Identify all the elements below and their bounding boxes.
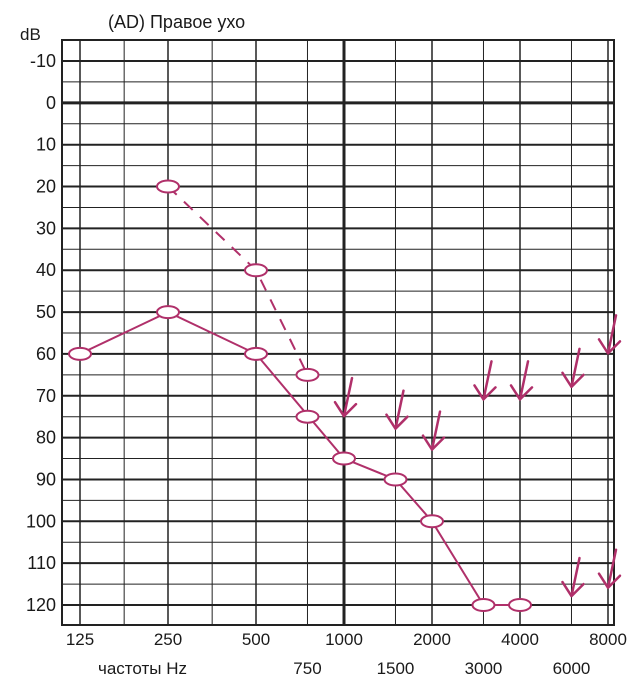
arrow-stroke xyxy=(385,389,409,430)
y-tick-label: 80 xyxy=(36,428,56,448)
data-point xyxy=(295,409,320,424)
y-axis-ticks: -10 0 10 20 30 40 50 60 70 80 90 100 110 120 xyxy=(26,51,56,615)
no-response-arrow xyxy=(597,314,622,355)
arrow-stroke xyxy=(597,548,622,589)
arrow-stroke xyxy=(561,556,585,598)
no-response-arrow xyxy=(509,360,534,401)
data-point xyxy=(68,346,92,361)
arrow-stroke xyxy=(561,347,585,389)
series-line-0 xyxy=(79,310,520,606)
y-tick-label: 20 xyxy=(36,177,56,197)
arrow-stroke xyxy=(509,360,534,401)
arrow-stroke xyxy=(473,360,497,401)
y-tick-label: 120 xyxy=(26,595,56,615)
x-tick-label: 125 xyxy=(66,630,94,649)
x-tick-label-mid: 750 xyxy=(293,659,321,678)
x-tick-label: 1000 xyxy=(325,630,363,649)
data-point xyxy=(471,598,496,612)
x-tick-label-mid: 3000 xyxy=(465,659,503,678)
x-tick-label: 500 xyxy=(242,630,270,649)
x-tick-label: 8000 xyxy=(589,630,627,649)
arrow-stroke xyxy=(421,410,446,451)
no-response-arrows xyxy=(333,314,622,598)
data-point xyxy=(383,472,408,487)
arrow-stroke xyxy=(333,376,358,418)
x-tick-label: 250 xyxy=(154,630,182,649)
no-response-arrow xyxy=(385,389,409,430)
y-tick-label: -10 xyxy=(30,51,56,71)
data-point xyxy=(332,451,356,466)
x-axis-ticks: 125 250 500 1000 2000 4000 8000 750 1500 3000 6000 xyxy=(66,630,627,678)
data-point xyxy=(156,179,180,194)
y-tick-label: 50 xyxy=(36,302,56,322)
y-axis-label: dB xyxy=(20,25,41,44)
y-tick-label: 90 xyxy=(36,469,56,489)
data-point xyxy=(420,514,444,529)
arrow-stroke xyxy=(597,314,622,355)
no-response-arrow xyxy=(561,556,585,598)
x-tick-label-mid: 6000 xyxy=(553,659,591,678)
data-point xyxy=(244,263,268,278)
grid xyxy=(61,39,615,626)
y-tick-label: 60 xyxy=(36,344,56,364)
no-response-arrow xyxy=(333,376,358,418)
chart-title: (AD) Правое ухо xyxy=(108,12,245,32)
y-tick-label: 30 xyxy=(36,218,56,238)
y-tick-label: 40 xyxy=(36,260,56,280)
series-line-1 xyxy=(167,185,309,376)
no-response-arrow xyxy=(597,548,622,589)
no-response-arrow xyxy=(473,360,497,401)
no-response-arrow xyxy=(561,347,585,389)
data-point xyxy=(295,367,320,382)
y-tick-label: 10 xyxy=(36,135,56,155)
y-tick-label: 70 xyxy=(36,386,56,406)
data-point xyxy=(508,598,532,612)
data-point xyxy=(244,346,268,361)
x-axis-label: частоты Hz xyxy=(98,659,187,678)
y-tick-label: 100 xyxy=(26,511,56,531)
data-point xyxy=(156,305,180,320)
no-response-arrow xyxy=(421,410,446,451)
x-tick-label: 4000 xyxy=(501,630,539,649)
x-tick-label: 2000 xyxy=(413,630,451,649)
series-layer xyxy=(68,179,532,612)
y-tick-label: 0 xyxy=(46,93,56,113)
x-tick-label-mid: 1500 xyxy=(377,659,415,678)
y-tick-label: 110 xyxy=(27,553,56,573)
